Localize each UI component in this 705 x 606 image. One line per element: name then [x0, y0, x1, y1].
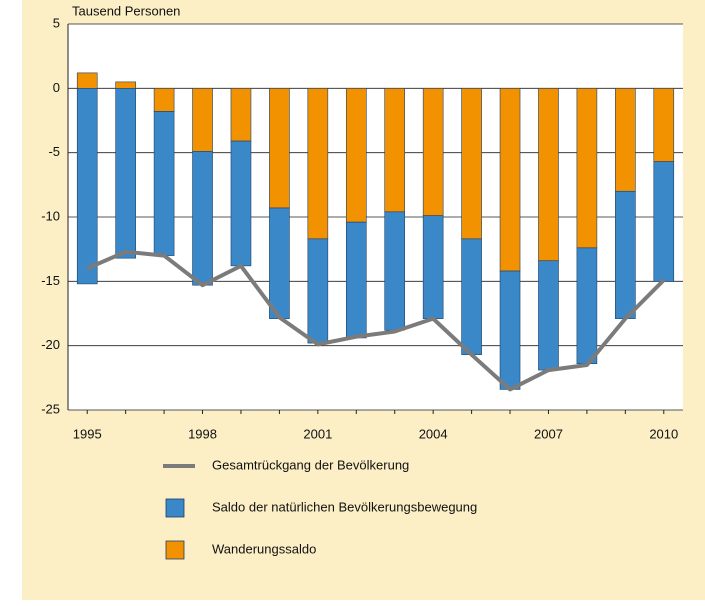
x-tick-label: 2007 — [534, 426, 563, 441]
bar — [269, 88, 290, 209]
line — [86, 249, 666, 392]
x-tick-label: 2010 — [649, 426, 678, 441]
x-tick-label: 2004 — [419, 426, 448, 441]
legend-swatch — [165, 540, 185, 560]
bar — [538, 88, 559, 262]
x-tick-label: 1998 — [188, 426, 217, 441]
legend-label: Gesamtrückgang der Bevölkerung — [212, 457, 409, 472]
bar — [153, 111, 175, 256]
bar — [576, 247, 598, 364]
x-tick-label: 2001 — [303, 426, 332, 441]
y-axis-label: Tausend Personen — [72, 3, 180, 18]
bar — [307, 88, 329, 240]
bar — [653, 88, 675, 162]
bar — [76, 88, 98, 285]
bar — [461, 238, 482, 355]
bar — [615, 190, 636, 319]
bar — [345, 88, 367, 223]
legend-label: Saldo der natürlichen Bevölkerungsbewegu… — [212, 499, 477, 514]
bar — [345, 221, 367, 339]
bar — [653, 161, 675, 282]
y-tick-label: -25 — [41, 401, 60, 416]
bar — [422, 88, 444, 217]
bar — [499, 88, 521, 272]
bar — [115, 88, 136, 259]
bar — [115, 81, 136, 89]
bar — [422, 215, 444, 319]
x-tick-label: 1995 — [73, 426, 102, 441]
bar — [384, 88, 406, 213]
y-tick-label: -10 — [41, 208, 60, 223]
bar — [615, 88, 636, 192]
bar — [576, 88, 598, 249]
bar — [192, 88, 213, 152]
bar — [76, 72, 98, 89]
bar — [153, 88, 175, 112]
y-tick-label: -15 — [41, 273, 60, 288]
bar — [230, 140, 252, 267]
bar — [499, 270, 521, 390]
y-tick-label: -20 — [41, 337, 60, 352]
bar — [384, 211, 406, 331]
bar — [538, 260, 559, 371]
bar — [269, 207, 290, 319]
bar — [230, 88, 252, 142]
y-tick-label: 0 — [53, 80, 60, 95]
legend-swatch — [165, 498, 185, 518]
y-tick-label: 5 — [53, 15, 60, 30]
bar — [307, 238, 329, 344]
y-tick-label: -5 — [48, 144, 60, 159]
bar — [461, 88, 482, 240]
bar — [192, 151, 213, 286]
legend-label: Wanderungssaldo — [212, 541, 316, 556]
